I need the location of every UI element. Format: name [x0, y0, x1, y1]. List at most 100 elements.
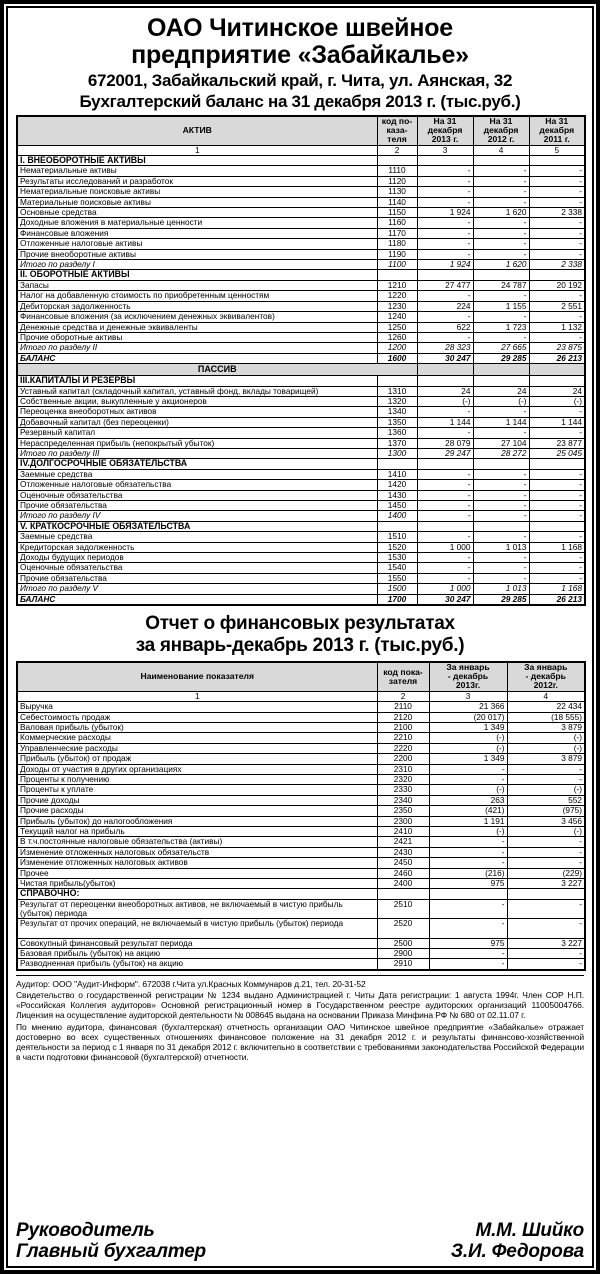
- row-code: 1160: [376, 217, 418, 229]
- row-value-col3: (20 017): [428, 711, 508, 723]
- row-value-col4: 3 227: [506, 937, 586, 950]
- row-label: Валовая прибыль (убыток): [16, 721, 378, 734]
- row-code: 2350: [376, 805, 430, 817]
- company-title-line2: предприятие «Забайкалье»: [131, 41, 469, 69]
- row-value-col5: -: [528, 196, 586, 209]
- row-value-col5: -: [528, 562, 586, 574]
- row-label: Налог на добавленную стоимость по приобр…: [16, 290, 378, 302]
- row-value-col5: 1 144: [528, 416, 586, 429]
- row-label: Переоценка внеоборотных активов: [16, 406, 378, 418]
- row-value-col4: -: [472, 331, 530, 344]
- row-label: V. КРАТКОСРОЧНЫЕ ОБЯЗАТЕЛЬСТВА: [16, 520, 378, 533]
- row-code: 2330: [376, 784, 430, 796]
- row-label: Резервный капитал: [16, 427, 378, 439]
- row-value-col4: 1 013: [472, 541, 530, 554]
- row-label: Отложенные налоговые активы: [16, 238, 378, 250]
- row-value-col3: 1 349: [428, 721, 508, 734]
- signature-row: Руководитель М.М. Шийко: [16, 1220, 584, 1241]
- table-row: Оценочные обязательства 1430- - -: [16, 489, 586, 502]
- row-value-col4: (-): [506, 732, 586, 744]
- row-value-col5: -: [528, 552, 586, 564]
- row-value-col4: -: [472, 572, 530, 585]
- row-code: 1540: [376, 562, 418, 574]
- table-row: Материальные поисковые активы 1140- - -: [16, 196, 586, 209]
- table-row: Прочие оборотные активы 1260- - -: [16, 331, 586, 344]
- table-row: Кредиторская задолженность 1520 1 000 1 013…: [16, 541, 586, 554]
- row-code: 2510: [376, 898, 430, 920]
- passiv-divider-row: ПАССИВ: [16, 363, 586, 377]
- row-label: II. ОБОРОТНЫЕ АКТИВЫ: [16, 269, 378, 281]
- header-is-code: код пока-зателя: [376, 661, 430, 692]
- row-code: 1350: [376, 416, 418, 429]
- row-label: Запасы: [16, 279, 378, 292]
- table-row: Текущий налог на прибыль 2410 (-) (-): [16, 825, 586, 838]
- table-row: Запасы 1210 27 477 24 787 20 192: [16, 279, 586, 292]
- row-code: 1130: [376, 186, 418, 198]
- row-label: Финансовые вложения: [16, 227, 378, 240]
- row-value-col4: 27 665: [472, 342, 530, 354]
- row-label: Кредиторская задолженность: [16, 541, 378, 554]
- row-code: 1100: [376, 259, 418, 271]
- row-value-col3: -: [416, 311, 474, 323]
- header-indicator-name: Наименование показателя: [16, 661, 378, 692]
- row-value-col4: 1 620: [472, 207, 530, 219]
- row-code: 1600: [376, 352, 418, 365]
- row-code: 1250: [376, 321, 418, 333]
- row-label: Заемные средства: [16, 468, 378, 481]
- colnum-4: 4: [506, 690, 586, 703]
- row-value-col4: (18 555): [506, 711, 586, 723]
- row-code: 1530: [376, 552, 418, 564]
- table-row: II. ОБОРОТНЫЕ АКТИВЫ: [16, 269, 586, 281]
- row-value-col4: 1 144: [472, 416, 530, 429]
- row-label: Денежные средства и денежные эквиваленты: [16, 321, 378, 333]
- row-value-col5: -: [528, 248, 586, 261]
- row-value-col4: [472, 520, 530, 533]
- row-value-col4: [506, 888, 586, 900]
- row-value-col3: (-): [428, 732, 508, 744]
- table-row: Дебиторская задолженность 1230 224 1 155 2 5…: [16, 300, 586, 313]
- table-row: В т.ч.постоянные налоговые обязательства…: [16, 836, 586, 848]
- row-label: БАЛАНС: [16, 352, 378, 365]
- row-code: 2460: [376, 867, 430, 880]
- row-value-col5: 1 168: [528, 583, 586, 595]
- table-row: Разводненная прибыль (убыток) на акцию 29…: [16, 958, 586, 971]
- row-value-col3: -: [416, 499, 474, 512]
- row-label: IV.ДОЛГОСРОЧНЫЕ ОБЯЗАТЕЛЬСТВА: [16, 458, 378, 470]
- row-label: В т.ч.постоянные налоговые обязательства…: [16, 836, 378, 848]
- table-row: Совокупный финансовый результат периода 2…: [16, 937, 586, 950]
- row-value-col4: 1 723: [472, 321, 530, 333]
- row-label: Собственные акции, выкупленные у акционе…: [16, 395, 378, 408]
- row-value-col3: 24: [416, 385, 474, 397]
- row-value-col4: -: [472, 489, 530, 502]
- colnum-3: 3: [416, 144, 474, 157]
- row-value-col5: 24: [528, 385, 586, 397]
- row-value-col4: 24: [472, 385, 530, 397]
- colnum-1: 1: [16, 144, 378, 157]
- row-value-col3: 28 079: [416, 437, 474, 450]
- passiv-label: ПАССИВ: [16, 363, 418, 377]
- row-value-col3: [416, 269, 474, 281]
- row-label: Изменение отложенных налоговых обязатель…: [16, 846, 378, 859]
- row-code: [376, 154, 418, 167]
- row-value-col3: -: [416, 468, 474, 481]
- row-value-col3: -: [428, 763, 508, 775]
- row-label: Прочие доходы: [16, 794, 378, 807]
- row-value-col5: -: [528, 311, 586, 323]
- row-code: 1180: [376, 238, 418, 250]
- row-value-col3: -: [416, 479, 474, 491]
- row-value-col5: [528, 520, 586, 533]
- table-row: Коммерческие расходы 2210 (-) (-): [16, 732, 586, 744]
- row-value-col4: -: [472, 406, 530, 418]
- table-row: Базовая прибыль (убыток) на акцию 2900- -: [16, 947, 586, 960]
- column-number-row: 1 2 3 4: [16, 690, 586, 703]
- row-code: 1170: [376, 227, 418, 240]
- row-value-col5: -: [528, 406, 586, 418]
- row-value-col4: 3 456: [506, 815, 586, 827]
- balance-sheet-header: АКТИВ код по-каза-теля На 31 декабря 2013 …: [16, 115, 586, 146]
- row-value-col3: -: [416, 238, 474, 250]
- row-label: Себестоимость продаж: [16, 711, 378, 723]
- income-title-line2: за январь-декабрь 2013 г. (тыс.руб.): [135, 635, 465, 657]
- row-label: Нематериальные поисковые активы: [16, 186, 378, 198]
- row-value-col4: (-): [506, 784, 586, 796]
